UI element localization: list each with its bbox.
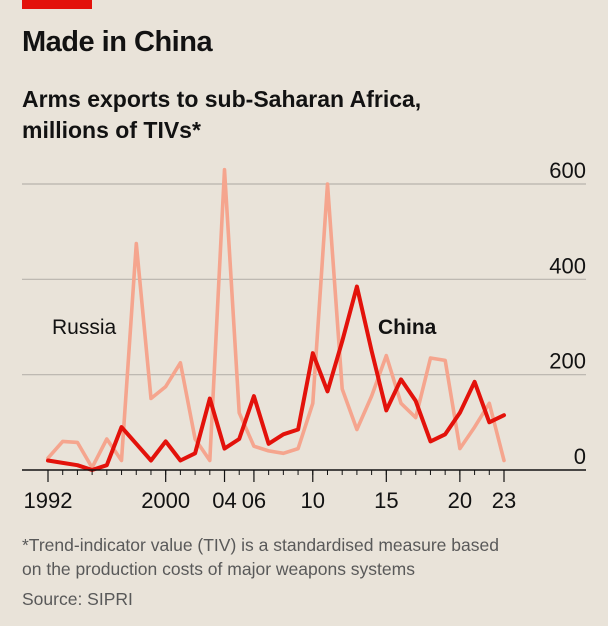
y-tick-label: 600 bbox=[549, 158, 586, 183]
x-tick-label: 2000 bbox=[141, 488, 190, 513]
y-tick-label: 400 bbox=[549, 253, 586, 278]
gridlines bbox=[22, 183, 586, 376]
subtitle-line-2: millions of TIVs* bbox=[22, 117, 201, 143]
y-tick-label: 0 bbox=[574, 444, 586, 469]
x-tick-label: 06 bbox=[242, 488, 266, 513]
series-line-china bbox=[46, 284, 506, 472]
series-label-russia: Russia bbox=[52, 316, 117, 339]
x-axis: 1992 2000 04 06 10 15 20 23 bbox=[22, 469, 586, 513]
accent-tab bbox=[22, 0, 92, 9]
y-axis-labels: 0 200 400 600 bbox=[549, 158, 586, 469]
footnote-line-2: on the production costs of major weapons… bbox=[22, 559, 415, 579]
source-note: Source: SIPRI bbox=[22, 589, 133, 609]
y-tick-label: 200 bbox=[549, 349, 586, 374]
chart-title: Made in China bbox=[22, 26, 213, 58]
footnote-line-1: *Trend-indicator value (TIV) is a standa… bbox=[22, 535, 499, 555]
x-tick-label: 23 bbox=[492, 488, 516, 513]
chart-subtitle: Arms exports to sub-Saharan Africa, mill… bbox=[22, 84, 582, 146]
series-line-russia bbox=[46, 167, 506, 470]
series-label-china: China bbox=[378, 316, 437, 339]
subtitle-line-1: Arms exports to sub-Saharan Africa, bbox=[22, 86, 422, 112]
x-tick-label: 1992 bbox=[24, 488, 73, 513]
x-tick-label: 04 bbox=[212, 488, 236, 513]
x-tick-label: 20 bbox=[448, 488, 472, 513]
series-labels: Russia China bbox=[52, 316, 437, 339]
series-lines bbox=[46, 167, 506, 472]
footnote: *Trend-indicator value (TIV) is a standa… bbox=[22, 533, 592, 581]
x-tick-label: 10 bbox=[301, 488, 325, 513]
x-tick-label: 15 bbox=[374, 488, 398, 513]
